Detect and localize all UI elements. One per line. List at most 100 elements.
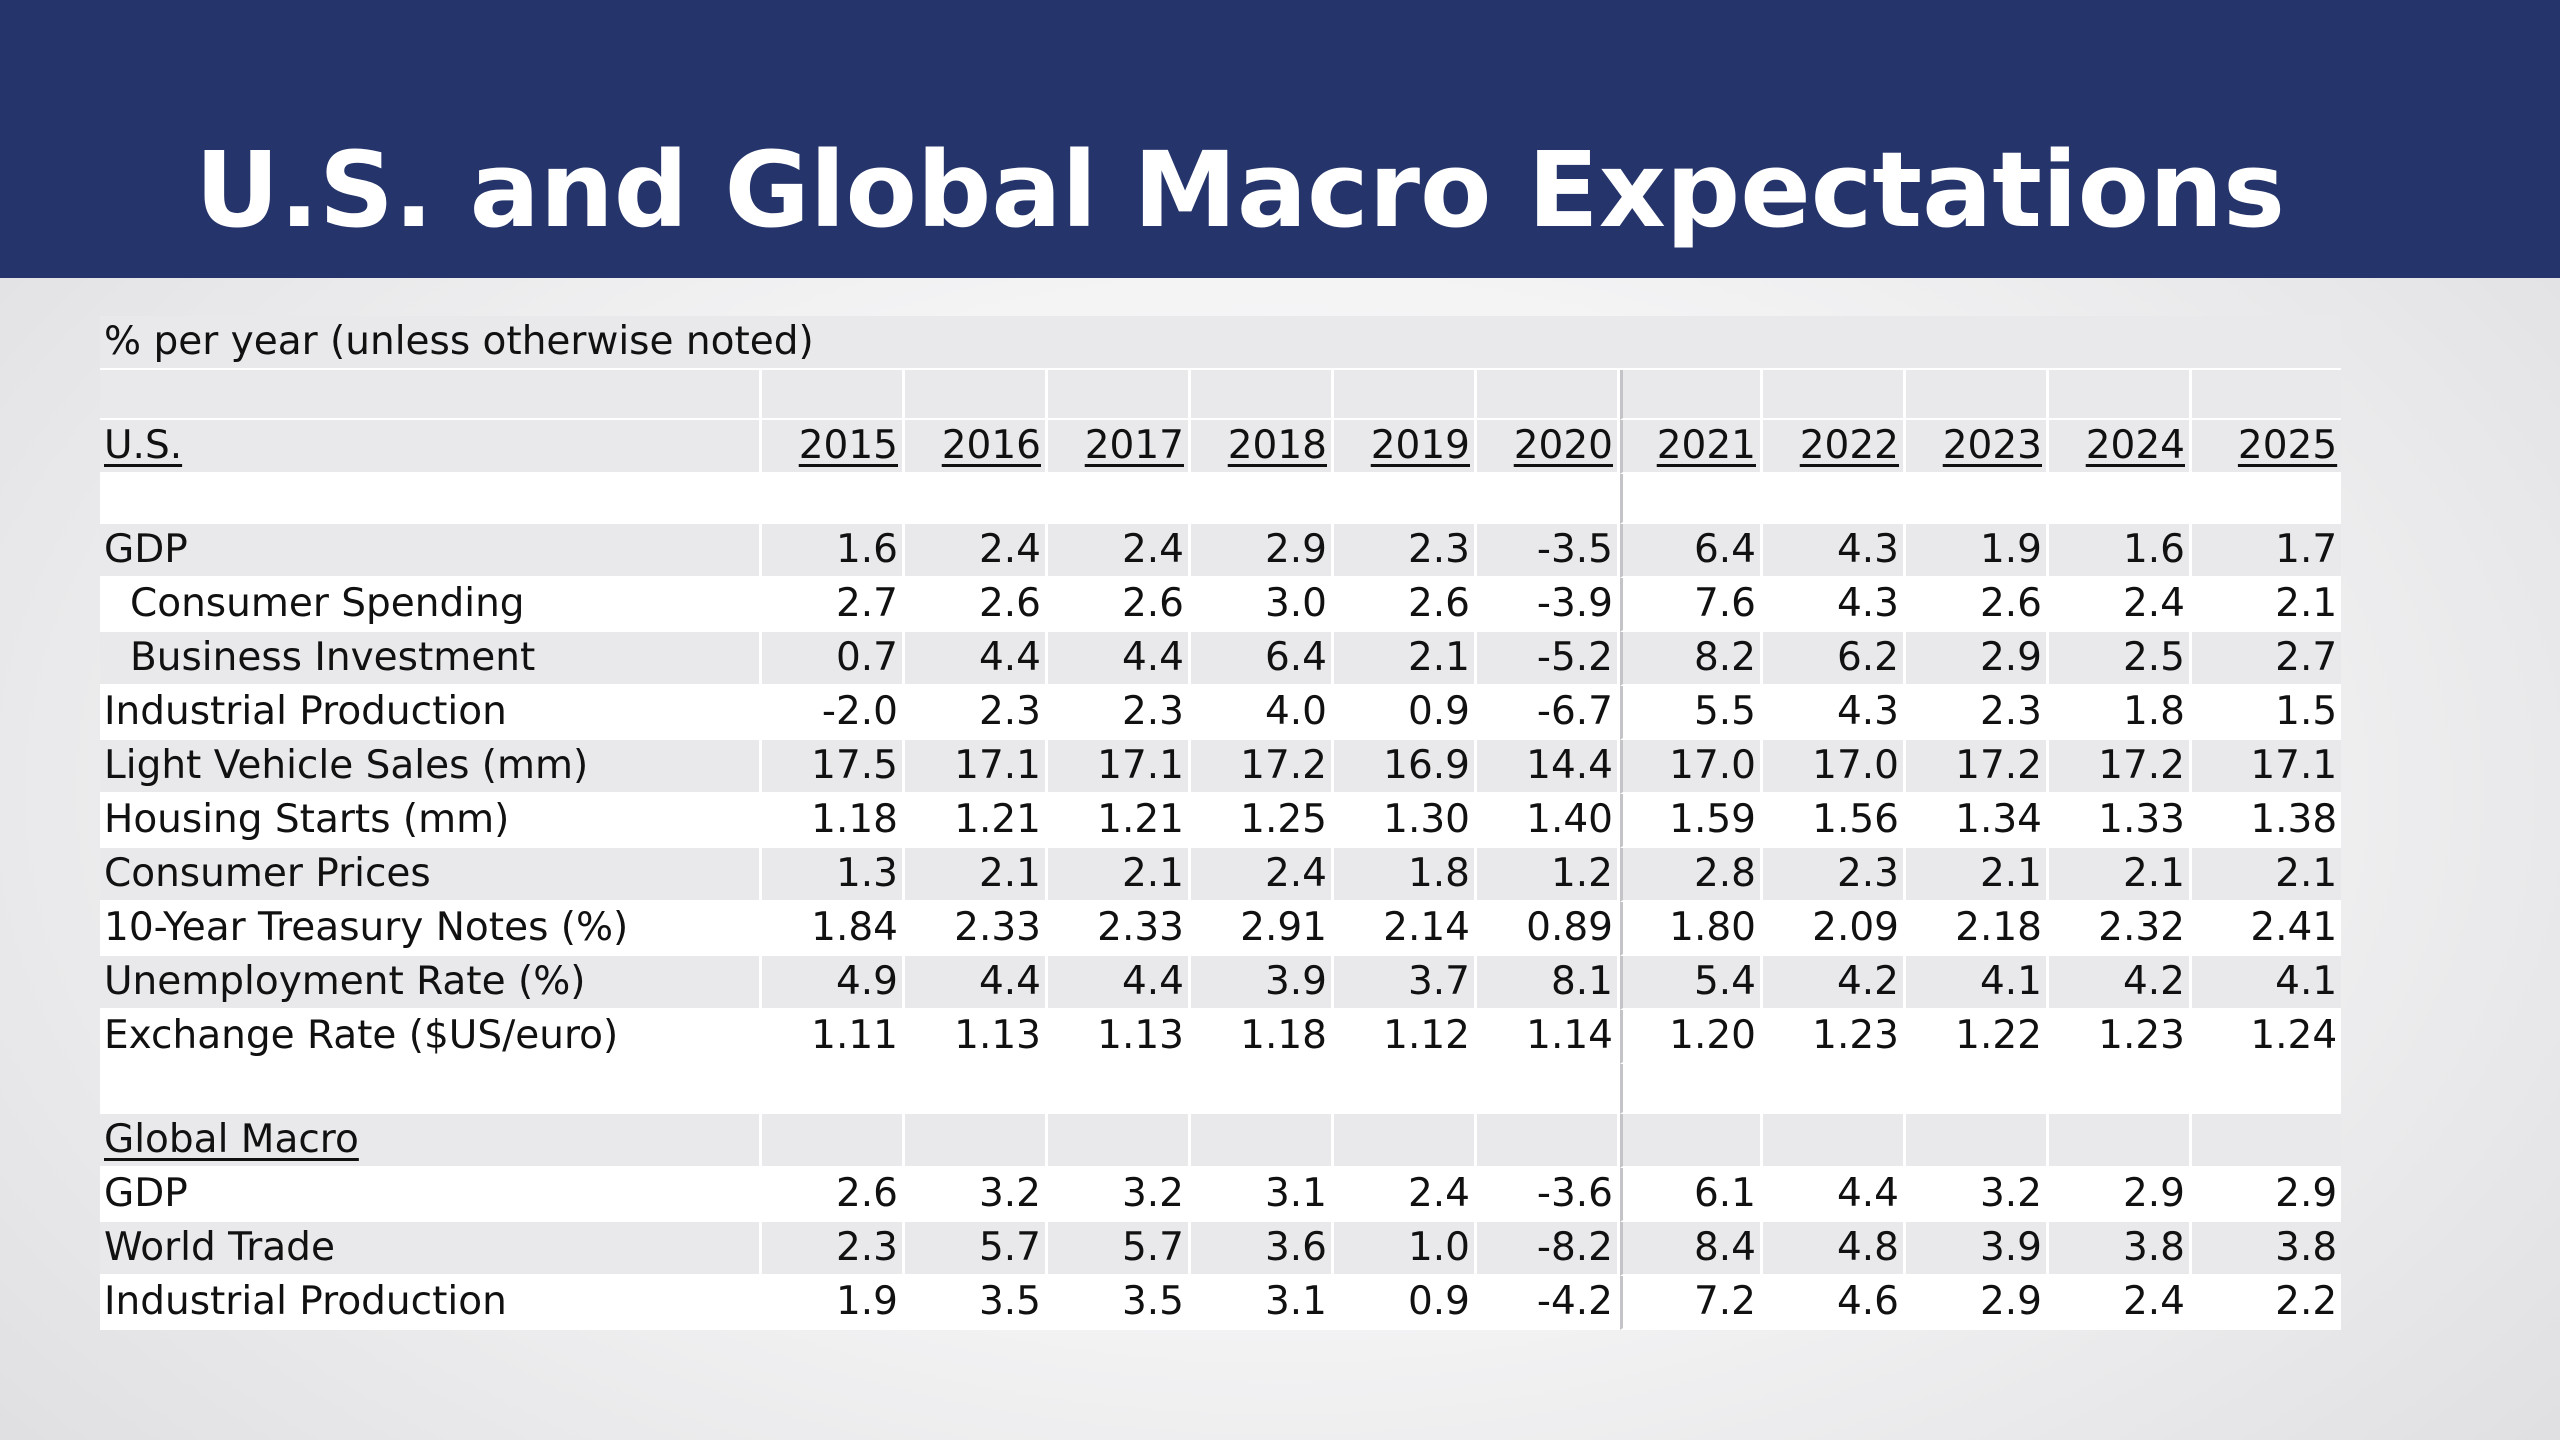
value-cell: 2.9 [1906, 1276, 2049, 1330]
empty-cell [1620, 474, 1763, 524]
empty-cell [762, 1114, 905, 1168]
global-section-label: Global Macro [104, 1117, 359, 1162]
year-header-label: 2024 [2085, 423, 2185, 468]
empty-cell [1620, 370, 1763, 420]
empty-cell [1191, 1114, 1334, 1168]
value-cell: 1.18 [762, 794, 905, 848]
row-label: Consumer Spending [100, 578, 762, 632]
us-section-label: U.S. [104, 423, 183, 468]
value-cell: 8.1 [1477, 956, 1620, 1010]
row-label: GDP [100, 524, 762, 578]
value-cell: 1.0 [1334, 1222, 1477, 1276]
year-header-cell: 2024 [2049, 420, 2192, 474]
global-section-header: Global Macro [100, 1114, 762, 1168]
value-cell: 4.4 [1048, 956, 1191, 1010]
table-body: % per year (unless otherwise noted) U.S. 2… [100, 316, 2342, 1330]
value-cell: 3.1 [1191, 1168, 1334, 1222]
value-cell: 2.1 [1048, 848, 1191, 902]
value-cell: 1.9 [762, 1276, 905, 1330]
value-cell: 1.3 [762, 848, 905, 902]
value-cell: 1.23 [2049, 1010, 2192, 1064]
value-cell: 2.7 [2192, 632, 2342, 686]
value-cell: -8.2 [1477, 1222, 1620, 1276]
value-cell: 2.3 [1906, 686, 2049, 740]
value-cell: 2.14 [1334, 902, 1477, 956]
value-cell: -6.7 [1477, 686, 1620, 740]
value-cell: 2.9 [1191, 524, 1334, 578]
value-cell: 1.84 [762, 902, 905, 956]
year-header-label: 2021 [1656, 423, 1756, 468]
value-cell: 1.25 [1191, 794, 1334, 848]
row-label: World Trade [100, 1222, 762, 1276]
value-cell: 4.1 [2192, 956, 2342, 1010]
value-cell: -2.0 [762, 686, 905, 740]
year-header-cell: 2015 [762, 420, 905, 474]
empty-cell [1334, 1064, 1477, 1114]
value-cell: 1.7 [2192, 524, 2342, 578]
empty-cell [1763, 370, 1906, 420]
value-cell: 1.6 [2049, 524, 2192, 578]
row-label: GDP [100, 1168, 762, 1222]
value-cell: 3.2 [905, 1168, 1048, 1222]
empty-cell [1191, 1064, 1334, 1114]
value-cell: 3.5 [1048, 1276, 1191, 1330]
global-data-row: Industrial Production 1.9 3.5 3.5 3.1 0.9 -4.2… [100, 1276, 2342, 1330]
value-cell: -5.2 [1477, 632, 1620, 686]
value-cell: 2.33 [905, 902, 1048, 956]
year-header-cell: 2019 [1334, 420, 1477, 474]
empty-cell [1906, 370, 2049, 420]
value-cell: 0.89 [1477, 902, 1620, 956]
value-cell: 2.33 [1048, 902, 1191, 956]
value-cell: 17.0 [1620, 740, 1763, 794]
value-cell: 1.23 [1763, 1010, 1906, 1064]
value-cell: 1.21 [1048, 794, 1191, 848]
page-title: U.S. and Global Macro Expectations [195, 129, 2286, 251]
empty-cell [1334, 1114, 1477, 1168]
value-cell: 2.6 [1334, 578, 1477, 632]
empty-cell [1048, 370, 1191, 420]
empty-cell [762, 474, 905, 524]
value-cell: 2.6 [1906, 578, 2049, 632]
year-header-label: 2019 [1370, 423, 1470, 468]
value-cell: 2.3 [1763, 848, 1906, 902]
global-section-header-row: Global Macro [100, 1114, 2342, 1168]
value-cell: 3.7 [1334, 956, 1477, 1010]
value-cell: 2.4 [1191, 848, 1334, 902]
value-cell: 4.4 [1048, 632, 1191, 686]
empty-cell [1477, 370, 1620, 420]
value-cell: 1.14 [1477, 1010, 1620, 1064]
value-cell: 2.3 [762, 1222, 905, 1276]
empty-cell [905, 474, 1048, 524]
value-cell: 3.8 [2192, 1222, 2342, 1276]
value-cell: 1.8 [2049, 686, 2192, 740]
us-data-row: 10-Year Treasury Notes (%) 1.84 2.33 2.33 2.… [100, 902, 2342, 956]
year-header-label: 2018 [1227, 423, 1327, 468]
us-data-row: Housing Starts (mm) 1.18 1.21 1.21 1.25 1.30 1… [100, 794, 2342, 848]
row-label: Consumer Prices [100, 848, 762, 902]
value-cell: 1.22 [1906, 1010, 2049, 1064]
value-cell: 4.2 [2049, 956, 2192, 1010]
year-header-label: 2025 [2237, 423, 2338, 468]
year-header-row: U.S. 2015 2016 2017 2018 2019 2020 2021 2022 2023… [100, 420, 2342, 474]
value-cell: 2.1 [2049, 848, 2192, 902]
value-cell: 2.4 [2049, 1276, 2192, 1330]
empty-cell [2049, 370, 2192, 420]
value-cell: 5.7 [1048, 1222, 1191, 1276]
row-label: Light Vehicle Sales (mm) [100, 740, 762, 794]
value-cell: 5.7 [905, 1222, 1048, 1276]
value-cell: 8.2 [1620, 632, 1763, 686]
value-cell: 4.3 [1763, 686, 1906, 740]
us-data-row: Light Vehicle Sales (mm) 17.5 17.1 17.1 17.2… [100, 740, 2342, 794]
value-cell: 1.24 [2192, 1010, 2342, 1064]
value-cell: 17.1 [905, 740, 1048, 794]
year-header-cell: 2025 [2192, 420, 2342, 474]
empty-cell [100, 370, 762, 420]
year-header-label: 2022 [1799, 423, 1899, 468]
units-note-row: % per year (unless otherwise noted) [100, 316, 2342, 370]
empty-cell [1191, 474, 1334, 524]
us-data-row: Industrial Production -2.0 2.3 2.3 4.0 0.9 -6.… [100, 686, 2342, 740]
empty-cell [2049, 474, 2192, 524]
global-data-row: GDP 2.6 3.2 3.2 3.1 2.4 -3.6 6.1 4.4 3.2 2.9 2.9 [100, 1168, 2342, 1222]
value-cell: 17.2 [1191, 740, 1334, 794]
empty-cell [905, 370, 1048, 420]
